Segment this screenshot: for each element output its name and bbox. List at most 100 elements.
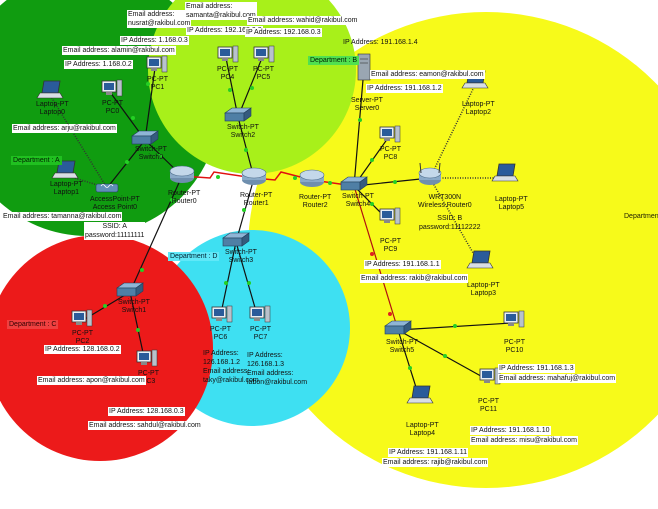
pc11-type: PC-PT <box>478 398 499 405</box>
ssid-b-note: SSID: B password:11112222 <box>418 214 482 232</box>
pc1-node[interactable]: PC-PT PC1 <box>147 76 168 92</box>
pc3-node[interactable]: PC-PT PC3 <box>138 370 159 386</box>
pc9-node[interactable]: PC-PT PC9 <box>380 238 401 254</box>
alamin-email-note: Email address: alamin@rakibul.com <box>62 46 176 55</box>
ap0-type: AccessPoint-PT <box>90 196 140 203</box>
nusrat-email-caption: Email address: <box>128 11 175 18</box>
pc5-ip-note: IP Address: 192.168.0.3 <box>245 28 322 37</box>
router2-type: Router-PT <box>299 194 332 201</box>
laptop1-node[interactable]: Laptop-PT Laptop1 <box>50 181 83 197</box>
switch1-type: Switch-PT <box>118 299 150 306</box>
pc6-email-caption: Email address: <box>203 368 250 375</box>
apon-email-note: Email address: apon@rakibul.com <box>37 376 146 385</box>
pc2-node[interactable]: PC-PT PC2 <box>72 330 93 346</box>
pc0-node[interactable]: PC-PT PC0 <box>102 100 123 116</box>
pc5-name: PC5 <box>256 74 271 81</box>
router1-name: Router1 <box>243 200 269 207</box>
switch0-name: Switch0 <box>138 154 164 161</box>
pc7-ip-caption: IP Address: <box>247 352 283 359</box>
pc4-node[interactable]: PC-PT PC4 <box>217 66 238 82</box>
pc7-name: PC7 <box>253 334 268 341</box>
pc3-name: PC3 <box>141 378 156 385</box>
arju-email-note: Email address: arju@rakibul.com <box>12 124 117 133</box>
switch2-name: Switch2 <box>230 132 256 139</box>
access-point-node[interactable]: AccessPoint-PT Access Point0 <box>90 196 140 212</box>
laptop2-type: Laptop-PT <box>462 101 495 108</box>
pc1-name: PC1 <box>150 84 165 91</box>
switch0-node[interactable]: Switch-PT Switch0 <box>135 146 167 162</box>
laptop2-node[interactable]: Laptop-PT Laptop2 <box>462 101 495 117</box>
wahid-email-note: Email address: wahid@rakibul.com <box>247 16 359 25</box>
pc11-ip-note: IP Address: 191.168.1.10 <box>470 426 551 435</box>
laptop0-node[interactable]: Laptop-PT Laptop0 <box>36 101 69 117</box>
pc6-node[interactable]: PC-PT PC6 <box>210 326 231 342</box>
samanta-email-caption: Email address: <box>186 3 233 10</box>
server0-node[interactable]: Server-PT Server0 <box>351 97 383 113</box>
laptop3-node[interactable]: Laptop-PT Laptop3 <box>467 282 500 298</box>
router0-type: Router-PT <box>168 190 201 197</box>
pc4-name: PC4 <box>220 74 235 81</box>
pc7-ip-value: 126.168.1.3 <box>247 361 284 368</box>
switch4-name: Switch4 <box>345 201 371 208</box>
wrt-name: Wireless Router0 <box>418 202 472 209</box>
switch1-node[interactable]: Switch-PT Switch1 <box>118 299 150 315</box>
pc1-type: PC-PT <box>147 76 168 83</box>
link-status-dots <box>103 82 457 370</box>
router-icons <box>169 165 325 187</box>
rajib-email-note: Email address: rajib@rakibul.com <box>382 458 489 467</box>
switch2-node[interactable]: Switch-PT Switch2 <box>227 124 259 140</box>
nusrat-email-value: nusrat@rakibul.com <box>128 20 191 27</box>
laptop-icons <box>36 70 519 404</box>
pc4-ip-note: IP Address: 192.168.0.2 <box>186 26 263 35</box>
pc11-node[interactable]: PC-PT PC11 <box>478 398 499 414</box>
laptop2-name: Laptop2 <box>465 109 491 116</box>
switch5-node[interactable]: Switch-PT Switch5 <box>386 339 418 355</box>
laptop4-node[interactable]: Laptop-PT Laptop4 <box>406 422 439 438</box>
switch4-type: Switch-PT <box>342 193 374 200</box>
pc-icons <box>71 45 525 385</box>
router0-node[interactable]: Router-PT Router0 <box>168 190 200 206</box>
pc8-type: PC-PT <box>380 146 401 153</box>
pc3-type: PC-PT <box>138 370 159 377</box>
pc8-ip-note: IP Address: 191.168.1.2 <box>366 84 443 93</box>
pc1-ip-note: IP Address: 1.168.0.3 <box>120 36 189 45</box>
server-icon <box>357 53 371 81</box>
pc9-name: PC9 <box>383 246 398 253</box>
wireless-router-node[interactable]: WRT300N Wireless Router0 <box>418 194 472 210</box>
tamanna-email-note: Email address: tamanna@rakibul.com <box>2 212 123 221</box>
nusrat-email-note: Email address: nusrat@rakibul.com <box>127 10 192 28</box>
switch3-node[interactable]: Switch-PT Switch3 <box>225 249 257 265</box>
laptop0-name: Laptop0 <box>39 109 65 116</box>
pc2-ip-note: IP Address: 128.168.0.2 <box>44 345 121 354</box>
switch4-node[interactable]: Switch-PT Switch4 <box>342 193 374 209</box>
pc6-name: PC6 <box>213 334 228 341</box>
router1-node[interactable]: Router-PT Router1 <box>240 192 272 208</box>
ssid-a-note: SSID: A password:11111111 <box>84 222 146 240</box>
pc0-name: PC0 <box>105 108 120 115</box>
pc10-ip-note: IP Address: 191.168.1.3 <box>498 364 575 373</box>
link-down-dots <box>370 252 392 316</box>
pc4-type: PC-PT <box>217 66 238 73</box>
pc8-node[interactable]: PC-PT PC8 <box>380 146 401 162</box>
switch5-name: Switch5 <box>389 347 415 354</box>
ssid-a-password: password:11111111 <box>85 232 145 239</box>
pc10-node[interactable]: PC-PT PC10 <box>504 339 525 355</box>
router2-name: Router2 <box>302 202 328 209</box>
pc6-email-value: taky@rakibul.com <box>203 377 259 384</box>
laptop0-type: Laptop-PT <box>36 101 69 108</box>
laptop4-ip-note: IP Address: 191.168.1.11 <box>388 448 468 457</box>
department-b-tag: Department : B <box>308 56 360 65</box>
pc7-node[interactable]: PC-PT PC7 <box>250 326 271 342</box>
server-ip-note: IP Address: 191.168.1.4 <box>343 39 418 46</box>
pc3-ip-note: IP Address: 128.168.0.3 <box>108 407 185 416</box>
pc2-name: PC2 <box>75 338 90 345</box>
router2-node[interactable]: Router-PT Router2 <box>299 194 331 210</box>
laptop5-node[interactable]: Laptop-PT Laptop5 <box>495 196 528 212</box>
pc10-type: PC-PT <box>504 339 525 346</box>
laptop3-type: Laptop-PT <box>467 282 500 289</box>
pc0-type: PC-PT <box>102 100 123 107</box>
ssid-b-password: password:11112222 <box>419 224 481 231</box>
pc9-ip-note: IP Address: 191.168.1.1 <box>364 260 441 269</box>
pc5-node[interactable]: PC-PT PC5 <box>253 66 274 82</box>
